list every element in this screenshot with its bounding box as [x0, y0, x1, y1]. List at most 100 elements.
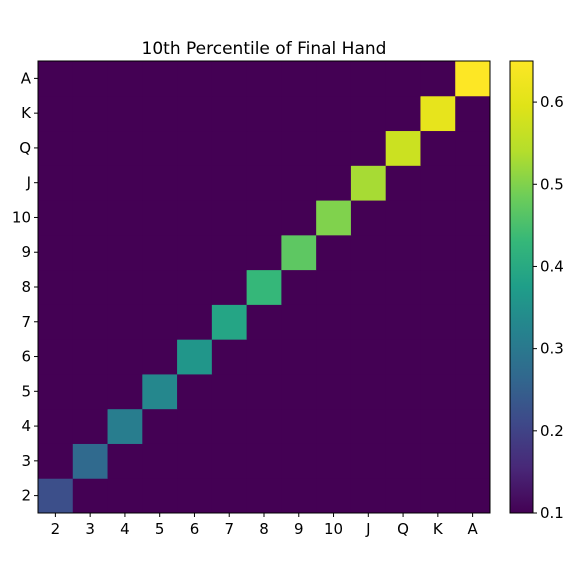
heatmap-cell-5-10 — [316, 373, 352, 410]
heatmap-cell-3-9 — [281, 443, 317, 479]
heatmap-cell-Q-K — [420, 130, 456, 166]
colorbar-tick-label: 0.5 — [540, 175, 564, 193]
y-tick-label: Q — [19, 139, 31, 157]
x-tick-label: 8 — [259, 520, 269, 538]
heatmap-cell-K-A — [455, 95, 491, 132]
heatmap-cell-5-4 — [107, 373, 143, 410]
heatmap-cell-J-7 — [211, 165, 248, 201]
heatmap-cell-A-5 — [142, 61, 178, 97]
heatmap-cell-5-Q — [385, 373, 421, 410]
heatmap-cell-9-9 — [281, 234, 317, 271]
heatmap-cell-2-7 — [211, 478, 248, 514]
heatmap-cell-10-2 — [38, 200, 74, 236]
heatmap-cell-8-10 — [316, 269, 352, 305]
heatmap-cell-K-2 — [38, 95, 74, 132]
heatmap-cell-4-7 — [211, 408, 248, 444]
heatmap-cell-J-9 — [281, 165, 317, 201]
heatmap-cell-6-6 — [177, 339, 213, 375]
heatmap-cell-6-4 — [107, 339, 143, 375]
heatmap-cell-K-K — [420, 95, 456, 132]
y-tick-label: 2 — [21, 487, 31, 505]
heatmap-cell-A-A — [455, 61, 491, 97]
heatmap-cell-7-2 — [38, 304, 74, 340]
heatmap-cell-2-J — [350, 478, 387, 514]
heatmap-cell-10-10 — [316, 200, 352, 236]
heatmap-cell-7-4 — [107, 304, 143, 340]
heatmap-cell-8-9 — [281, 269, 317, 305]
heatmap-cell-2-8 — [246, 478, 282, 514]
heatmap-cell-J-A — [455, 165, 491, 201]
heatmap-cell-5-A — [455, 373, 491, 410]
heatmap-cell-2-Q — [385, 478, 421, 514]
heatmap-cell-9-10 — [316, 234, 352, 271]
heatmap-cell-8-2 — [38, 269, 74, 305]
heatmap-cell-Q-5 — [142, 130, 178, 166]
heatmap-cell-2-K — [420, 478, 456, 514]
heatmap-cell-A-8 — [246, 61, 282, 97]
heatmap-cell-Q-A — [455, 130, 491, 166]
heatmap-cell-8-J — [350, 269, 387, 305]
heatmap-cell-3-7 — [211, 443, 248, 479]
heatmap-cell-10-K — [420, 200, 456, 236]
heatmap-cell-2-6 — [177, 478, 213, 514]
chart-title: 10th Percentile of Final Hand — [142, 39, 387, 59]
x-tick-label: 2 — [51, 520, 61, 538]
heatmap-cell-4-Q — [385, 408, 421, 444]
heatmap-cell-8-6 — [177, 269, 213, 305]
heatmap-cell-6-5 — [142, 339, 178, 375]
heatmap-cell-10-8 — [246, 200, 282, 236]
heatmap-cell-Q-10 — [316, 130, 352, 166]
heatmap-cell-2-5 — [142, 478, 178, 514]
heatmap-cell-2-10 — [316, 478, 352, 514]
x-tick-label: 10 — [324, 520, 343, 538]
heatmap-cell-J-5 — [142, 165, 178, 201]
heatmap-cell-3-Q — [385, 443, 421, 479]
heatmap-cell-3-2 — [38, 443, 74, 479]
heatmap-cell-3-J — [350, 443, 387, 479]
heatmap-cell-5-5 — [142, 373, 178, 410]
heatmap-cell-10-3 — [72, 200, 109, 236]
heatmap-cell-Q-Q — [385, 130, 421, 166]
heatmap-cell-Q-7 — [211, 130, 248, 166]
heatmap-cell-9-J — [350, 234, 387, 271]
heatmap-cell-3-5 — [142, 443, 178, 479]
heatmap-cell-5-7 — [211, 373, 248, 410]
heatmap-cell-7-5 — [142, 304, 178, 340]
heatmap-cell-3-4 — [107, 443, 143, 479]
heatmap-cell-J-2 — [38, 165, 74, 201]
heatmap-cell-8-3 — [72, 269, 109, 305]
heatmap-cell-4-2 — [38, 408, 74, 444]
heatmap-cell-A-10 — [316, 61, 352, 97]
colorbar-tick-label: 0.4 — [540, 257, 564, 275]
heatmap-cell-Q-3 — [72, 130, 109, 166]
heatmap-cell-8-K — [420, 269, 456, 305]
heatmap-cell-2-3 — [72, 478, 109, 514]
heatmap-cell-Q-J — [350, 130, 387, 166]
heatmap-cell-J-K — [420, 165, 456, 201]
heatmap-cell-2-4 — [107, 478, 143, 514]
heatmap-cell-J-10 — [316, 165, 352, 201]
heatmap-cell-4-K — [420, 408, 456, 444]
heatmap-cell-3-3 — [72, 443, 109, 479]
heatmap-cell-6-10 — [316, 339, 352, 375]
heatmap-cell-5-2 — [38, 373, 74, 410]
heatmap-cell-4-10 — [316, 408, 352, 444]
heatmap-cell-2-9 — [281, 478, 317, 514]
heatmap-cell-10-7 — [211, 200, 248, 236]
heatmap-cell-K-9 — [281, 95, 317, 132]
heatmap-cell-7-7 — [211, 304, 248, 340]
heatmap-cell-Q-9 — [281, 130, 317, 166]
heatmap-cell-8-7 — [211, 269, 248, 305]
heatmap-cell-8-8 — [246, 269, 282, 305]
heatmap-cell-5-9 — [281, 373, 317, 410]
heatmap-cell-5-J — [350, 373, 387, 410]
x-tick-label: K — [433, 520, 444, 538]
heatmap-cell-6-3 — [72, 339, 109, 375]
heatmap-cell-3-8 — [246, 443, 282, 479]
heatmap-cell-K-8 — [246, 95, 282, 132]
heatmap-cell-10-9 — [281, 200, 317, 236]
heatmap-cell-6-2 — [38, 339, 74, 375]
heatmap-cell-4-6 — [177, 408, 213, 444]
heatmap-cell-4-A — [455, 408, 491, 444]
